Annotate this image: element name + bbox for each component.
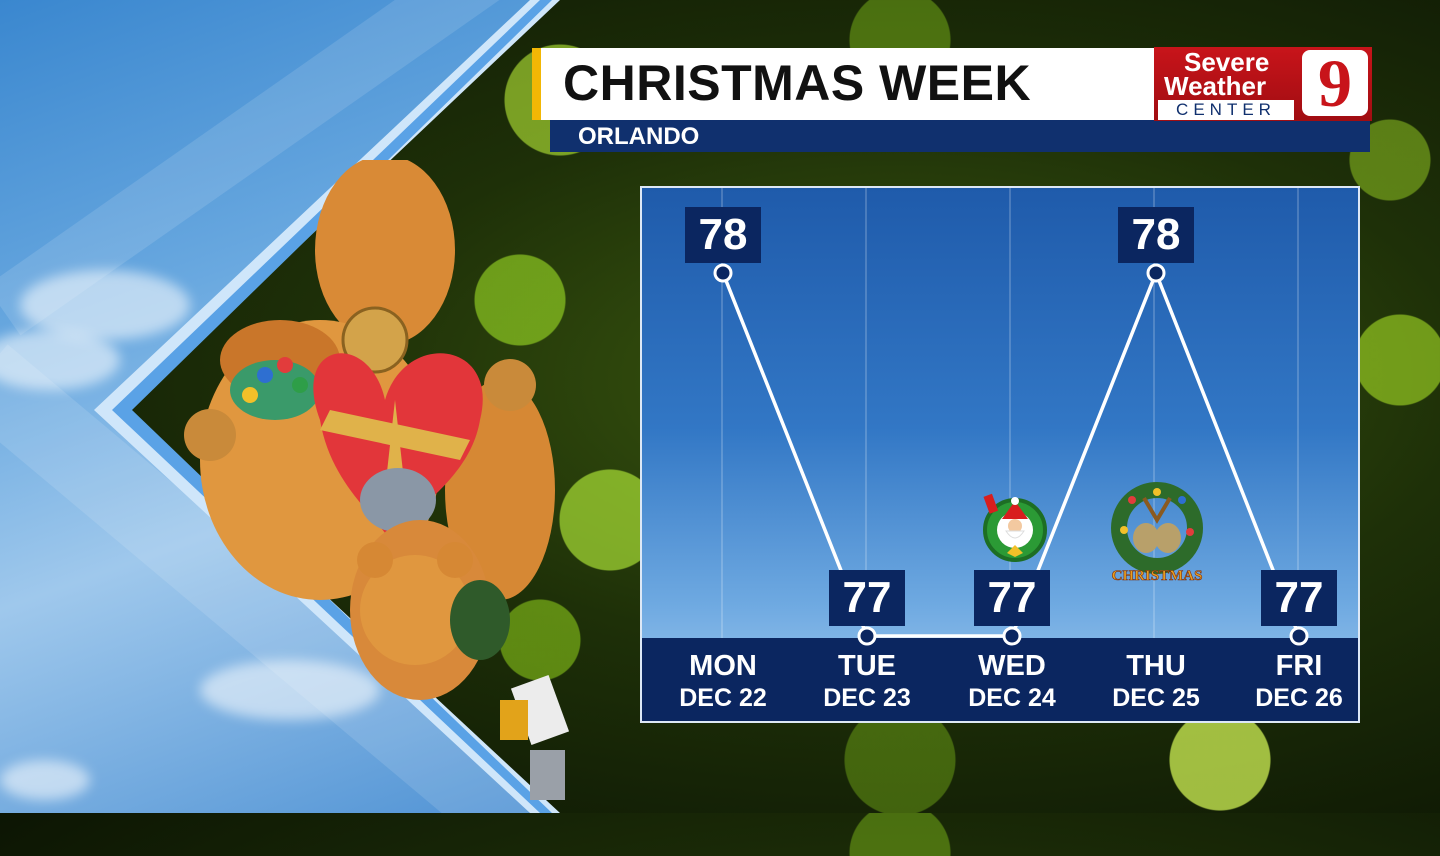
x-tick-day: TUE [838,650,896,682]
cloud [0,760,90,800]
location-label: ORLANDO [578,123,700,150]
data-label: 78 [685,207,761,263]
channel-number: 9 [1302,49,1368,117]
x-tick-date: DEC 23 [823,684,911,712]
data-point [1146,263,1166,283]
christmas-bells-wreath-icon: CHRISTMAS [1111,482,1203,584]
day-label-band [642,638,1358,721]
x-tick-date: DEC 22 [679,684,767,712]
x-tick-date: DEC 25 [1112,684,1200,712]
x-tick-day: FRI [1275,650,1323,682]
x-tick-date: DEC 26 [1255,684,1343,712]
data-point [713,263,733,283]
cloud [20,270,190,340]
location-bar: ORLANDO [550,120,1370,152]
santa-wreath-icon [983,493,1047,562]
data-label: 77 [974,570,1050,626]
logo-line-center: CENTER [1158,100,1294,120]
temperature-chart: 78 MON DEC 22 77 TUE DEC 23 77 WED DEC 24 78 THU DE… [640,186,1360,723]
data-point [857,626,877,646]
cloud [200,660,380,720]
x-tick-day: MON [689,650,757,682]
data-label: 78 [1118,207,1194,263]
data-label: 77 [1261,570,1337,626]
logo-line-severe: Severe [1184,47,1270,77]
data-label: 77 [829,570,905,626]
x-tick-day: WED [978,650,1046,682]
header-bar: CHRISTMAS WEEK [532,48,1154,120]
x-tick-day: THU [1126,650,1186,682]
logo-line-weather: Weather [1164,71,1267,101]
page-title: CHRISTMAS WEEK [563,55,1032,111]
x-tick-date: DEC 24 [968,684,1056,712]
cloud [0,330,120,390]
christmas-icon-text: CHRISTMAS [1112,568,1203,584]
teddy-bear-ornament [170,155,630,810]
data-point [1002,626,1022,646]
chart-svg [713,188,1309,646]
station-logo: Severe Weather CENTER 9 [1154,47,1372,121]
data-point [1289,626,1309,646]
